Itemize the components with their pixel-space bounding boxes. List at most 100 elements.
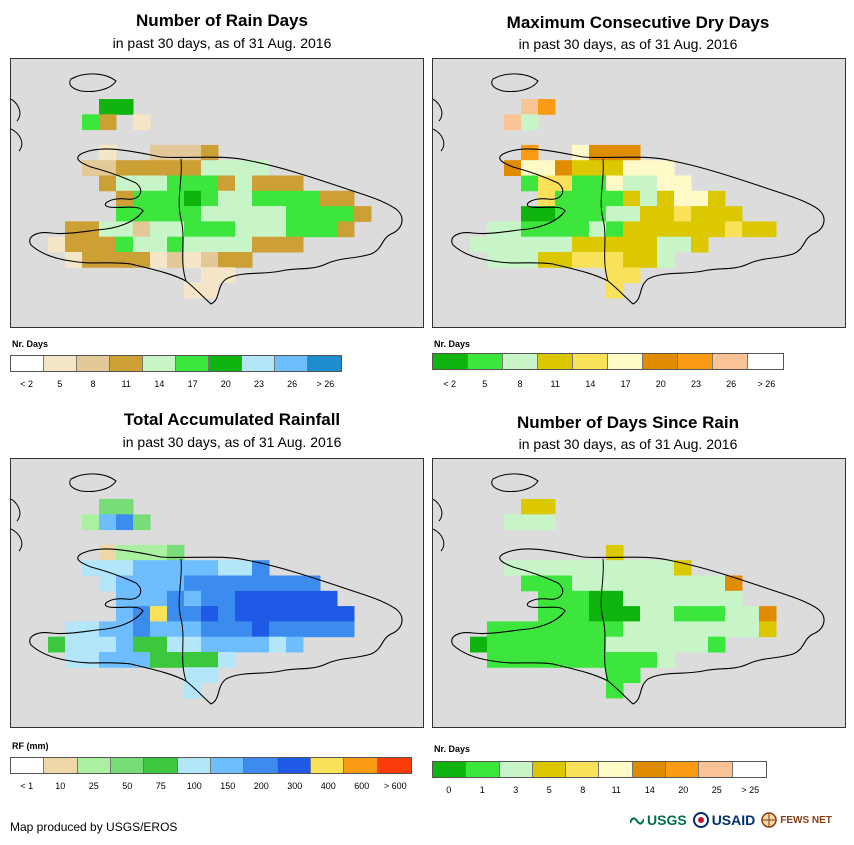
- grid-cell: [116, 206, 134, 222]
- grid-cell: [269, 190, 287, 207]
- panel-2-subtitle: in past 30 days, as of 31 Aug. 2016: [518, 36, 738, 52]
- panel-4-legend-title: Nr. Days: [434, 744, 471, 754]
- grid-cell: [589, 236, 607, 253]
- grid-cell: [589, 652, 607, 668]
- grid-cell: [201, 575, 219, 592]
- grid-cell: [167, 590, 185, 607]
- grid-cell: [691, 575, 709, 592]
- legend-swatch: [466, 762, 500, 777]
- island-coastline: [29, 548, 403, 705]
- grid-cell: [235, 575, 253, 592]
- grid-cell: [657, 175, 675, 192]
- islet-coastline: [69, 73, 117, 92]
- grid-cell: [623, 206, 641, 222]
- grid-cell: [487, 252, 505, 268]
- grid-cell: [65, 221, 83, 238]
- grid-cell: [674, 190, 692, 207]
- grid-cell: [235, 206, 253, 222]
- grid-cell: [572, 236, 590, 253]
- grid-cell: [606, 682, 624, 699]
- grid-cell: [521, 252, 539, 268]
- legend-swatch: [732, 762, 766, 777]
- grid-cell: [521, 144, 539, 161]
- grid-cell: [623, 160, 641, 176]
- grid-cell: [218, 636, 236, 653]
- grid-cell: [184, 252, 202, 268]
- grid-cell: [150, 144, 168, 161]
- grid-cell: [504, 621, 522, 638]
- grid-cell: [235, 590, 253, 607]
- grid-cell: [269, 621, 287, 638]
- grid-cell: [606, 267, 624, 284]
- legend-label: 100: [186, 781, 202, 791]
- panel-1-subtitle: in past 30 days, as of 31 Aug. 2016: [112, 35, 332, 51]
- grid-cell: [99, 544, 117, 561]
- grid-cell: [674, 606, 692, 622]
- grid-cell: [589, 221, 607, 238]
- grid-cell: [572, 160, 590, 176]
- grid-cell: [184, 621, 202, 638]
- grid-cell: [657, 221, 675, 238]
- grid-cell: [657, 652, 675, 668]
- grid-cells: [48, 499, 355, 699]
- grid-cell: [150, 190, 168, 207]
- grid-cell: [640, 221, 658, 238]
- grid-cell: [640, 252, 658, 268]
- legend-label: < 1: [20, 781, 34, 791]
- grid-cell: [674, 221, 692, 238]
- grid-cell: [286, 206, 304, 222]
- grid-cell: [116, 514, 134, 531]
- grid-cell: [555, 221, 573, 238]
- grid-cell: [674, 590, 692, 607]
- grid-cell: [201, 206, 219, 222]
- grid-cell: [235, 606, 253, 622]
- grid-cell: [252, 175, 270, 192]
- panel-3-legend: [10, 757, 412, 774]
- grid-cell: [286, 590, 304, 607]
- grid-cell: [337, 206, 355, 222]
- grid-cell: [201, 621, 219, 638]
- grid-cell: [218, 221, 236, 238]
- grid-cell: [133, 114, 151, 131]
- grid-cell: [184, 236, 202, 253]
- panel-4-map: [432, 458, 846, 728]
- grid-cell: [589, 190, 607, 207]
- grid-cell: [303, 606, 321, 622]
- grid-cell: [691, 590, 709, 607]
- legend-swatch: [277, 758, 311, 773]
- grid-cell: [116, 652, 134, 668]
- grid-cell: [286, 636, 304, 653]
- panel-3-map: [10, 458, 424, 728]
- legend-swatch: [11, 356, 44, 371]
- legend-label: 10: [55, 781, 66, 791]
- grid-cell: [167, 236, 185, 253]
- island-coastline: [451, 548, 825, 705]
- grid-cell: [640, 652, 658, 668]
- grid-cell: [555, 252, 573, 268]
- grid-cell: [538, 99, 556, 115]
- grid-cell: [269, 175, 287, 192]
- grid-cell: [606, 560, 624, 576]
- grid-cell: [184, 175, 202, 192]
- grid-cell: [538, 606, 556, 622]
- grid-cell: [201, 282, 219, 299]
- grid-cell: [167, 206, 185, 222]
- grid-cell: [589, 606, 607, 622]
- panel-4-subtitle: in past 30 days, as of 31 Aug. 2016: [518, 436, 738, 452]
- grid-cell: [167, 144, 185, 161]
- grid-cell: [708, 190, 726, 207]
- grid-cell: [218, 206, 236, 222]
- grid-cell: [116, 499, 134, 515]
- grid-cell: [674, 236, 692, 253]
- grid-cell: [99, 114, 117, 131]
- grid-cell: [589, 621, 607, 638]
- grid-cell: [504, 221, 522, 238]
- grid-cell: [691, 221, 709, 238]
- grid-cell: [235, 236, 253, 253]
- grid-cell: [235, 560, 253, 576]
- legend-label: 26: [726, 379, 737, 389]
- grid-cell: [504, 252, 522, 268]
- grid-cell: [184, 190, 202, 207]
- grid-cell: [606, 282, 624, 299]
- grid-cell: [167, 652, 185, 668]
